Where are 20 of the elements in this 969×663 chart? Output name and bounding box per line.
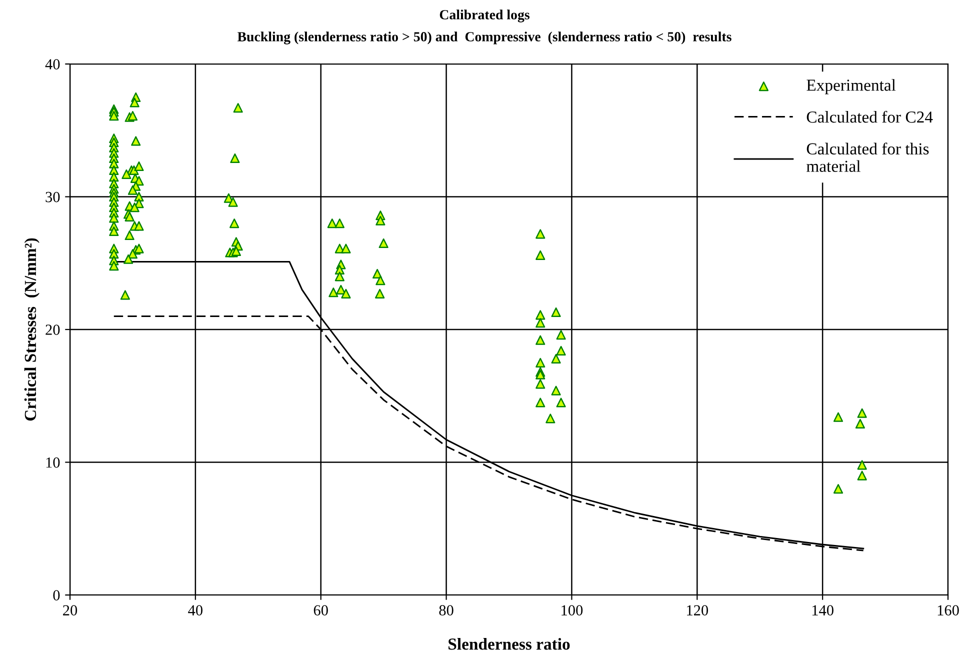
y-tick-label: 0 <box>53 590 60 600</box>
x-tick-label: 120 <box>687 605 708 616</box>
y-tick-label: 20 <box>46 324 60 335</box>
x-axis-title: Slenderness ratio <box>448 638 570 650</box>
x-tick-label: 60 <box>314 605 328 616</box>
legend-label: Calculated for this material <box>806 142 929 172</box>
chart-title: Calibrated logs <box>440 10 530 22</box>
chart-subtitle: Buckling (slenderness ratio > 50) and Compressive (slenderness ratio < 50) results <box>237 32 732 44</box>
y-axis-title: Critical Stresses (N/mm²) <box>24 238 40 421</box>
x-tick-label: 20 <box>63 605 78 616</box>
y-tick-label: 40 <box>45 59 60 70</box>
x-tick-label: 40 <box>188 605 202 616</box>
x-tick-label: 100 <box>562 605 583 616</box>
legend-label: Calculated for C24 <box>806 110 933 123</box>
legend-label: Experimental <box>806 79 896 94</box>
y-tick-label: 30 <box>46 192 60 202</box>
x-tick-label: 80 <box>439 605 454 616</box>
y-tick-label: 10 <box>46 457 60 468</box>
x-tick-label: 140 <box>812 605 834 616</box>
x-tick-label: 160 <box>938 605 959 616</box>
